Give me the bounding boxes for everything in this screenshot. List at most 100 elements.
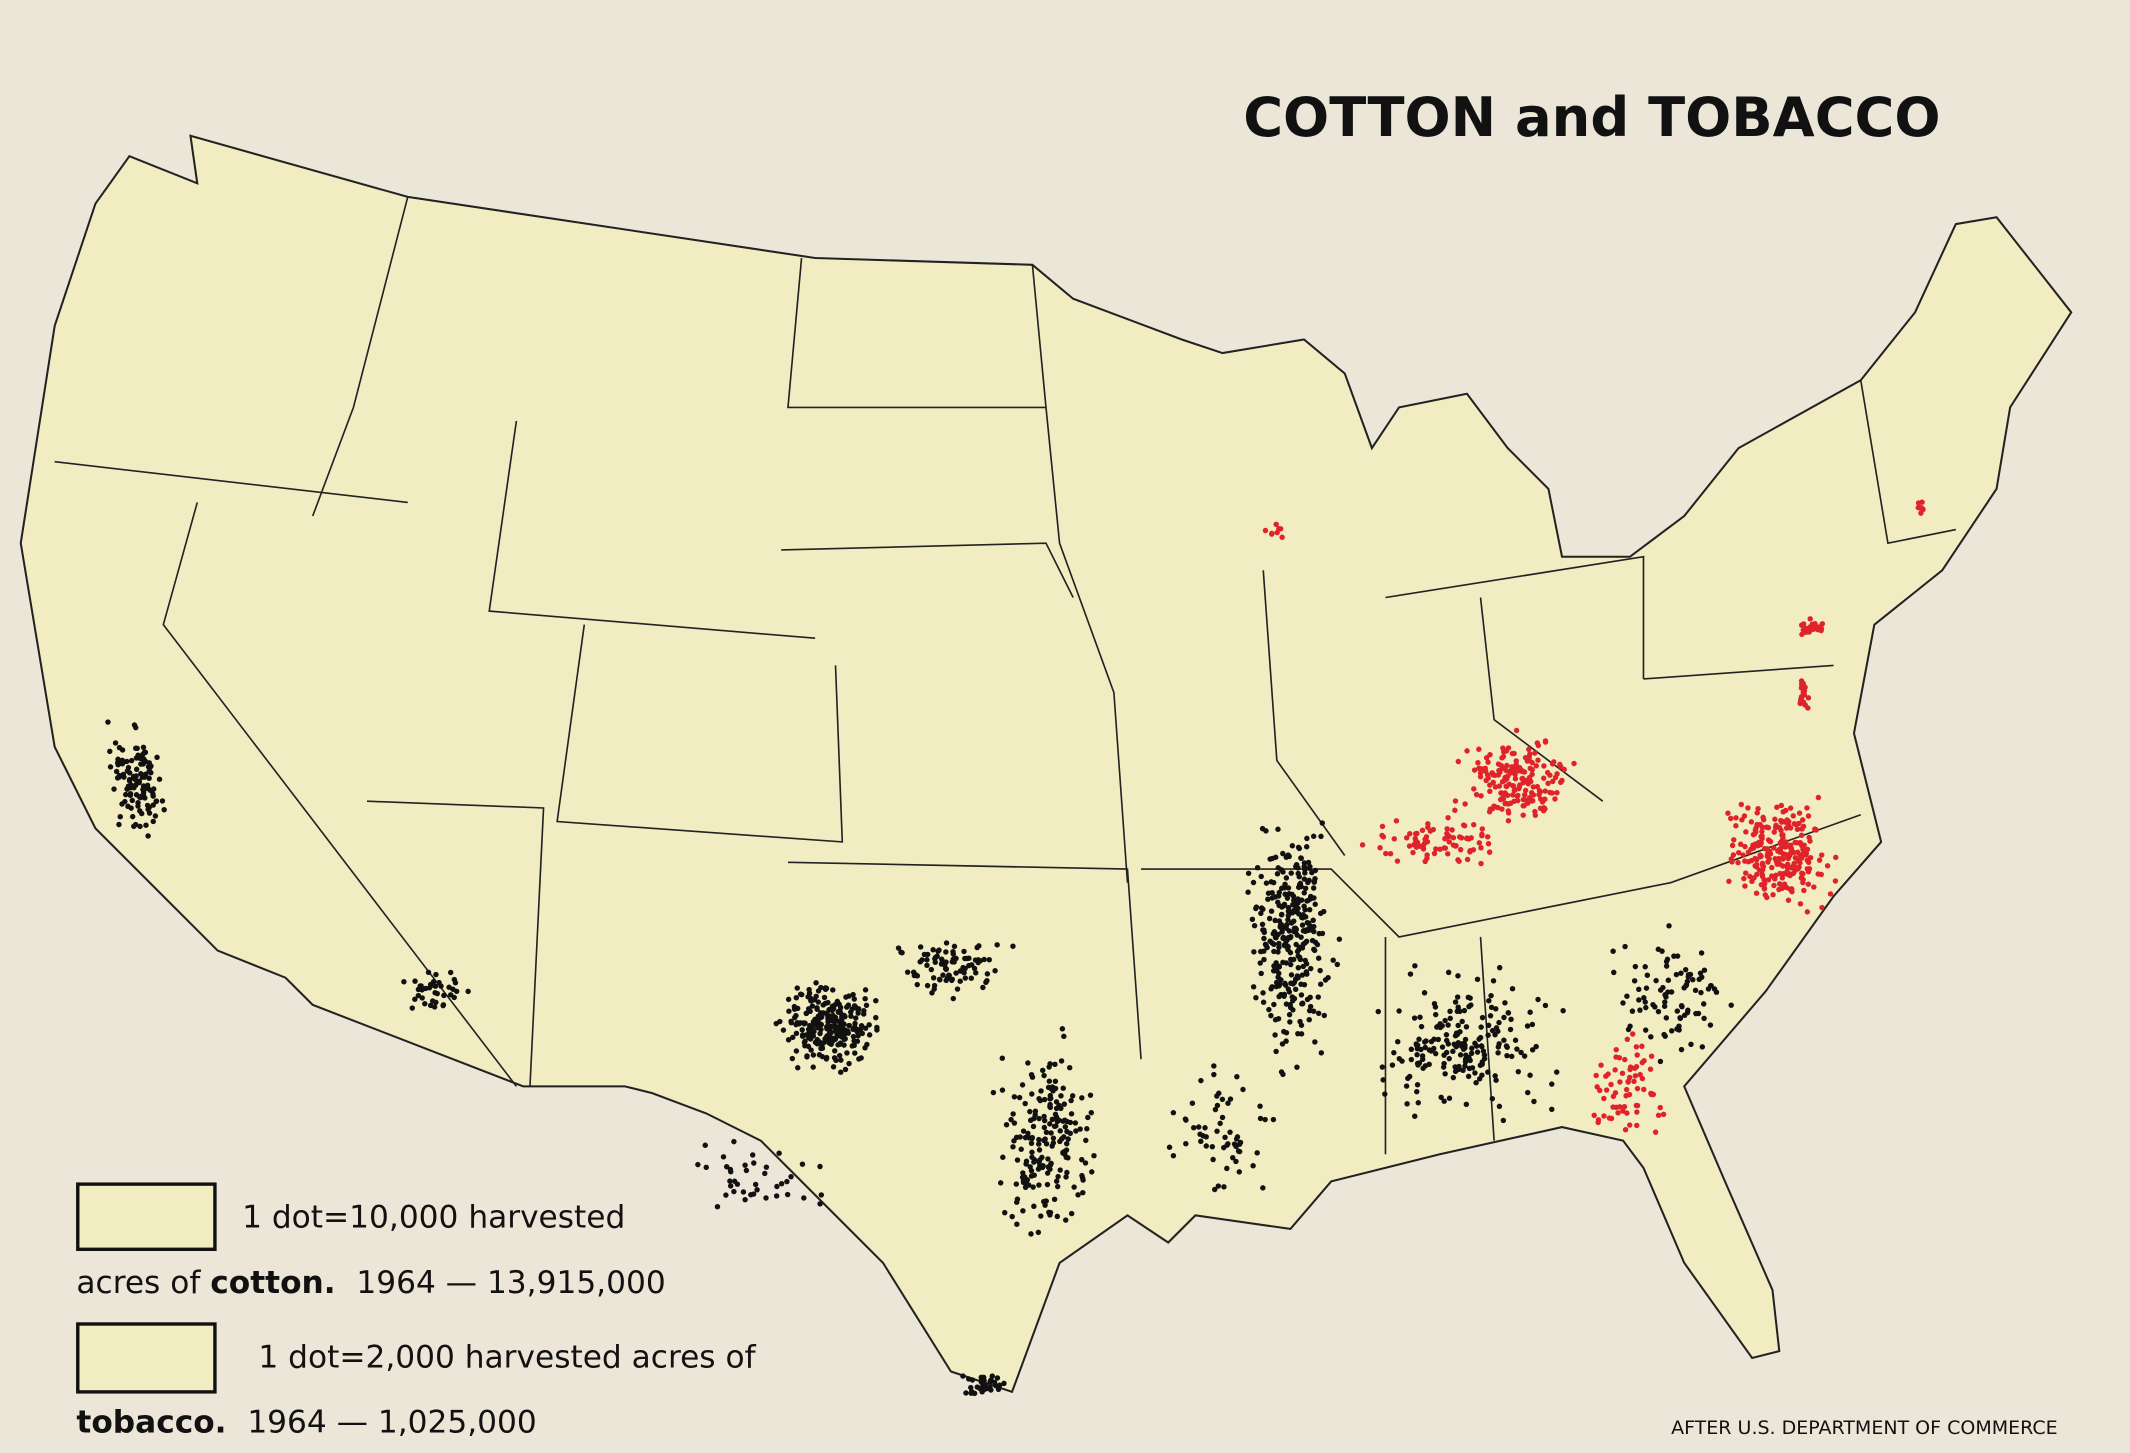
map-dot xyxy=(817,1163,823,1170)
map-dot xyxy=(1420,1065,1426,1071)
map-dot xyxy=(1748,819,1755,825)
map-dot xyxy=(1678,1046,1685,1053)
map-dot xyxy=(1800,689,1806,696)
map-dot xyxy=(939,958,946,964)
map-dot xyxy=(780,1027,787,1033)
map-dot xyxy=(1219,1114,1226,1121)
map-dot xyxy=(702,1142,708,1148)
map-dot xyxy=(1475,759,1481,766)
map-dot xyxy=(1495,804,1501,811)
map-dot xyxy=(1084,1126,1090,1132)
map-dot xyxy=(807,995,814,1001)
map-dot xyxy=(1058,1093,1064,1099)
map-dot xyxy=(1290,981,1296,987)
map-dot xyxy=(1796,820,1802,827)
map-dot xyxy=(1054,1183,1061,1190)
map-dot xyxy=(1305,859,1312,866)
map-dot xyxy=(924,962,930,969)
map-dot xyxy=(1041,1072,1047,1079)
map-dot xyxy=(1769,864,1775,871)
map-dot xyxy=(1472,1070,1478,1076)
map-dot xyxy=(1036,1136,1042,1143)
map-dot xyxy=(1298,1031,1305,1037)
map-dot xyxy=(810,1019,817,1025)
map-dot xyxy=(740,1189,747,1195)
map-dot xyxy=(848,1013,854,1019)
map-dot xyxy=(1269,984,1275,990)
map-dot xyxy=(1273,979,1280,986)
map-dot xyxy=(997,1180,1004,1186)
map-dot xyxy=(1445,815,1451,821)
map-dot xyxy=(1031,1172,1037,1178)
map-dot xyxy=(154,754,160,761)
map-dot xyxy=(1275,826,1281,832)
map-dot xyxy=(137,823,143,830)
map-dot xyxy=(1072,1120,1079,1126)
map-dot xyxy=(1733,815,1739,821)
map-dot xyxy=(1052,1078,1059,1085)
map-dot xyxy=(836,1052,843,1059)
map-dot xyxy=(1490,772,1496,778)
map-dot xyxy=(1743,870,1749,876)
map-dot xyxy=(1310,1008,1317,1014)
map-dot xyxy=(1295,870,1301,877)
tobacco-swatch xyxy=(76,1322,217,1394)
map-dot xyxy=(1487,1013,1494,1019)
map-dot xyxy=(793,1012,799,1019)
map-dot xyxy=(750,1191,757,1197)
map-dot xyxy=(146,804,152,811)
map-dot xyxy=(1788,886,1795,892)
map-dot xyxy=(1312,901,1318,907)
map-dot xyxy=(1250,984,1257,990)
map-dot xyxy=(1799,855,1805,861)
map-dot xyxy=(1833,854,1839,861)
map-dot xyxy=(1214,1128,1220,1134)
map-dot xyxy=(1781,881,1788,887)
map-dot xyxy=(990,1089,997,1096)
map-dot xyxy=(1060,1085,1066,1091)
map-dot xyxy=(1023,1161,1029,1167)
map-dot xyxy=(1271,941,1277,948)
map-dot xyxy=(1469,1045,1475,1051)
map-dot xyxy=(1819,904,1825,911)
map-dot xyxy=(1437,846,1443,852)
map-dot xyxy=(1678,970,1684,976)
map-dot xyxy=(808,1047,814,1053)
map-dot xyxy=(1041,1198,1047,1205)
map-dot xyxy=(1285,908,1292,914)
map-dot xyxy=(125,764,132,771)
map-dot xyxy=(1027,1108,1033,1115)
map-dot xyxy=(1010,943,1016,949)
map-dot xyxy=(419,995,425,1001)
map-dot xyxy=(1422,1039,1428,1045)
map-dot xyxy=(1699,974,1705,980)
map-dot xyxy=(1291,918,1297,924)
map-dot xyxy=(1601,1113,1607,1119)
map-dot xyxy=(1461,1007,1468,1014)
map-dot xyxy=(1377,845,1383,851)
map-dot xyxy=(1421,990,1428,996)
map-dot xyxy=(1203,1134,1209,1140)
map-dot xyxy=(813,980,819,986)
map-dot xyxy=(1183,1140,1189,1147)
map-dot xyxy=(826,1024,832,1031)
map-dot xyxy=(1305,897,1311,904)
map-dot xyxy=(1771,845,1777,851)
map-dot xyxy=(1648,1053,1655,1059)
map-dot xyxy=(1450,834,1457,841)
map-dot xyxy=(1552,796,1558,802)
map-dot xyxy=(994,942,1000,948)
map-dot xyxy=(942,965,949,972)
map-dot xyxy=(1426,1061,1432,1068)
map-dot xyxy=(1268,879,1274,885)
map-dot xyxy=(1000,1154,1006,1160)
map-dot xyxy=(1464,835,1470,841)
map-dot xyxy=(1299,1001,1305,1007)
map-dot xyxy=(1407,971,1414,977)
map-dot xyxy=(1495,772,1502,778)
map-dot xyxy=(1444,826,1450,832)
map-dot xyxy=(995,1386,1002,1393)
map-dot xyxy=(1013,1181,1020,1187)
map-dot xyxy=(1740,852,1746,858)
map-dot xyxy=(1776,856,1782,862)
